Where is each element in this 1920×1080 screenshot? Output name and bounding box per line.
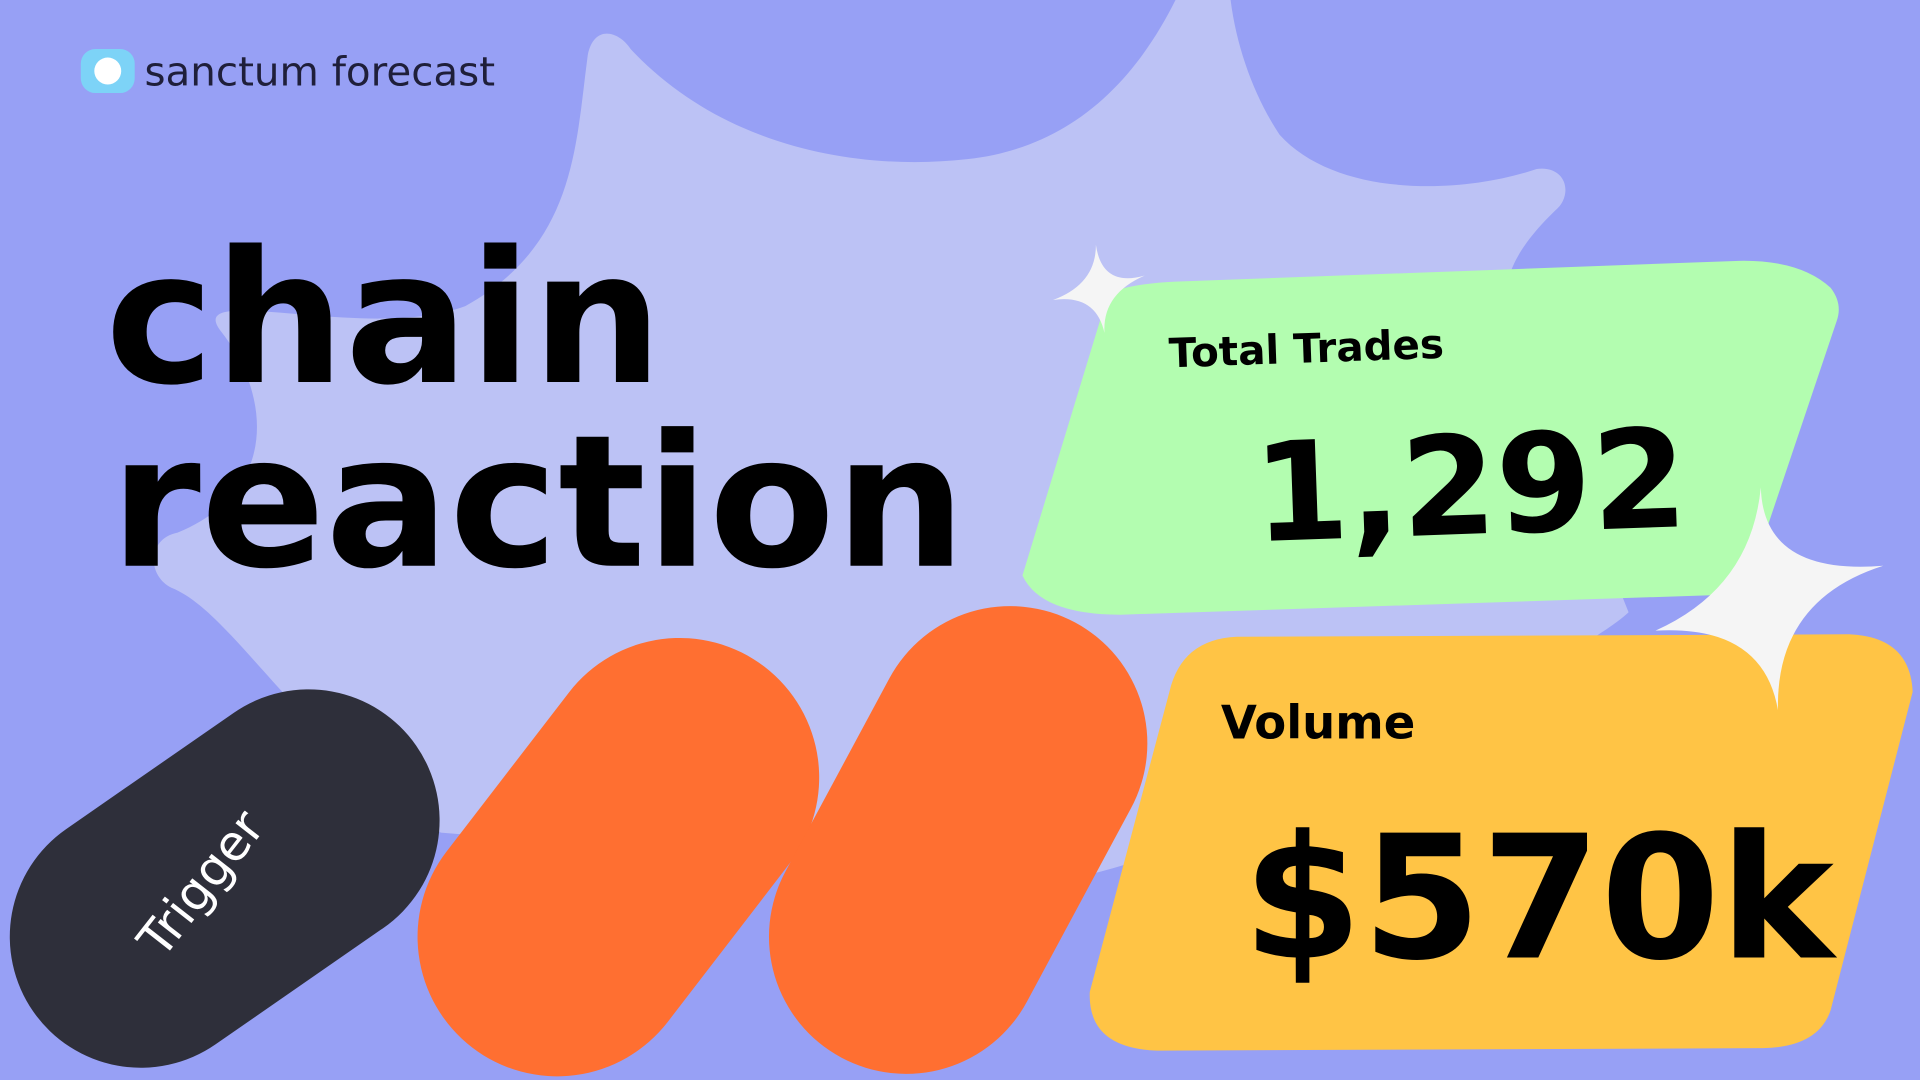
logo-face bbox=[94, 57, 122, 85]
orange-pill bbox=[417, 637, 820, 1077]
headline-line: reaction bbox=[110, 397, 966, 610]
orange-pill bbox=[768, 606, 1148, 1074]
sparkle bbox=[1655, 487, 1884, 711]
card-label: Total Trades bbox=[1168, 320, 1445, 378]
brand-name: sanctum forecast bbox=[144, 48, 495, 96]
card-value: $570k bbox=[1243, 800, 1838, 999]
trigger-pill bbox=[9, 689, 440, 1068]
headline-line: chain bbox=[105, 213, 662, 426]
card-total-trades bbox=[1022, 260, 1839, 615]
card-volume bbox=[1089, 634, 1913, 1051]
card-label: Volume bbox=[1221, 695, 1415, 749]
sparkle bbox=[1053, 244, 1145, 334]
card-value: 1,292 bbox=[1251, 400, 1690, 574]
